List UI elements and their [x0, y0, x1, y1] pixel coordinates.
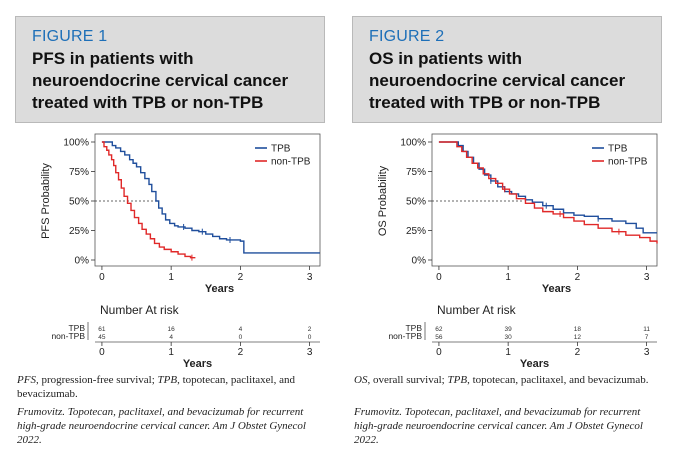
risk-x-tick-label: 1	[168, 347, 174, 358]
figure-1-caption: PFS, progression-free survival; TPB, top…	[17, 373, 327, 401]
figure-2-panel: FIGURE 2 OS in patients with neuroendocr…	[352, 0, 681, 465]
risk-x-axis-title: Years	[183, 358, 212, 370]
y-tick-label: 50%	[69, 197, 89, 208]
x-tick-label: 0	[436, 272, 442, 283]
figure-1-panel: FIGURE 1 PFS in patients with neuroendoc…	[15, 0, 345, 465]
x-tick-label: 2	[238, 272, 244, 283]
risk-count: 11	[643, 326, 650, 333]
figure-1-title-line: neuroendocrine cervical cancer	[32, 71, 289, 90]
risk-x-tick-label: 0	[99, 347, 105, 358]
y-tick-label: 100%	[400, 138, 426, 149]
figure-2-title-line: OS in patients with	[369, 49, 523, 68]
x-tick-label: 3	[644, 272, 650, 283]
y-axis-title: PFS Probability	[40, 163, 52, 239]
y-tick-label: 25%	[406, 226, 426, 237]
risk-count: 62	[435, 326, 443, 333]
figure-2-title-line: treated with TPB or non-TPB	[369, 93, 601, 112]
caption-abbrev: PFS	[17, 374, 36, 386]
risk-table-title: Number At risk	[100, 303, 180, 317]
risk-row-label: non-TPB	[388, 331, 422, 341]
y-tick-label: 0%	[75, 256, 90, 267]
figure-2-title-line: neuroendocrine cervical cancer	[369, 71, 626, 90]
risk-x-tick-label: 2	[575, 347, 581, 358]
figure-2-label: FIGURE 2	[369, 28, 445, 45]
figure-1-title: PFS in patients with neuroendocrine cerv…	[32, 48, 322, 114]
caption-abbrev: OS	[354, 374, 368, 386]
x-axis-title: Years	[542, 283, 571, 295]
legend-label-non-tpb: non-TPB	[271, 157, 311, 168]
risk-x-tick-label: 3	[644, 347, 650, 358]
caption-text: , progression-free survival;	[35, 374, 158, 386]
risk-count: 0	[308, 334, 312, 341]
figure-1-label: FIGURE 1	[32, 28, 108, 45]
risk-row-label: TPB	[68, 323, 85, 333]
risk-count: 2	[308, 326, 312, 333]
legend-label-tpb: TPB	[608, 144, 628, 155]
risk-x-axis-title: Years	[520, 358, 549, 370]
y-tick-label: 75%	[69, 167, 89, 178]
figure-2-header: FIGURE 2 OS in patients with neuroendocr…	[352, 16, 662, 123]
risk-count: 61	[98, 326, 106, 333]
risk-count: 4	[169, 334, 173, 341]
risk-count: 16	[168, 326, 176, 333]
y-axis-title: OS Probability	[377, 165, 389, 236]
x-tick-label: 1	[505, 272, 511, 283]
risk-count: 18	[574, 326, 582, 333]
plot-frame	[94, 133, 321, 267]
km-curve-tpb	[101, 141, 320, 254]
plot-frame	[431, 133, 658, 267]
risk-count: 7	[645, 334, 649, 341]
x-tick-label: 2	[575, 272, 581, 283]
risk-count: 0	[239, 334, 243, 341]
y-tick-label: 100%	[63, 138, 89, 149]
risk-row-label: non-TPB	[51, 331, 85, 341]
risk-x-tick-label: 2	[238, 347, 244, 358]
caption-text: , topotecan, paclitaxel, and bevacizumab…	[467, 374, 649, 386]
legend-label-tpb: TPB	[271, 144, 291, 155]
risk-count: 39	[505, 326, 513, 333]
caption-abbrev: TPB	[157, 374, 178, 386]
km-curve-tpb	[438, 141, 657, 234]
risk-row-label: TPB	[405, 323, 422, 333]
risk-table-title: Number At risk	[437, 303, 517, 317]
figure-1-title-line: PFS in patients with	[32, 49, 194, 68]
figure-1-header: FIGURE 1 PFS in patients with neuroendoc…	[15, 16, 325, 123]
caption-text: , overall survival;	[367, 374, 448, 386]
km-curve-non-tpb	[101, 141, 196, 259]
x-tick-label: 3	[307, 272, 313, 283]
y-tick-label: 25%	[69, 226, 89, 237]
risk-x-tick-label: 1	[505, 347, 511, 358]
x-axis-title: Years	[205, 283, 234, 295]
figure-1-km-chart: 0% 25% 50% 75% 100% PFS Probability 0 1 2 3 Years T…	[40, 133, 321, 370]
km-curve-non-tpb	[438, 141, 658, 244]
x-tick-label: 0	[99, 272, 105, 283]
caption-text: , topotecan, paclitaxel, and bevacizumab…	[17, 374, 295, 400]
figure-1-citation: Frumovitz. Topotecan, paclitaxel, and be…	[17, 406, 306, 446]
figure-2-title: OS in patients with neuroendocrine cervi…	[369, 48, 659, 114]
figure-1-title-line: treated with TPB or non-TPB	[32, 93, 264, 112]
figure-2-caption: OS, overall survival; TPB, topotecan, pa…	[354, 373, 664, 387]
y-tick-label: 0%	[412, 256, 427, 267]
risk-count: 12	[574, 334, 582, 341]
caption-abbrev: TPB	[447, 374, 468, 386]
risk-count: 56	[435, 334, 443, 341]
figure-2-citation: Frumovitz. Topotecan, paclitaxel, and be…	[354, 406, 643, 446]
y-tick-label: 50%	[406, 197, 426, 208]
risk-x-tick-label: 0	[436, 347, 442, 358]
x-tick-label: 1	[168, 272, 174, 283]
risk-count: 30	[505, 334, 513, 341]
legend-label-non-tpb: non-TPB	[608, 157, 648, 168]
risk-x-tick-label: 3	[307, 347, 313, 358]
y-tick-label: 75%	[406, 167, 426, 178]
risk-count: 4	[239, 326, 243, 333]
risk-count: 45	[98, 334, 106, 341]
